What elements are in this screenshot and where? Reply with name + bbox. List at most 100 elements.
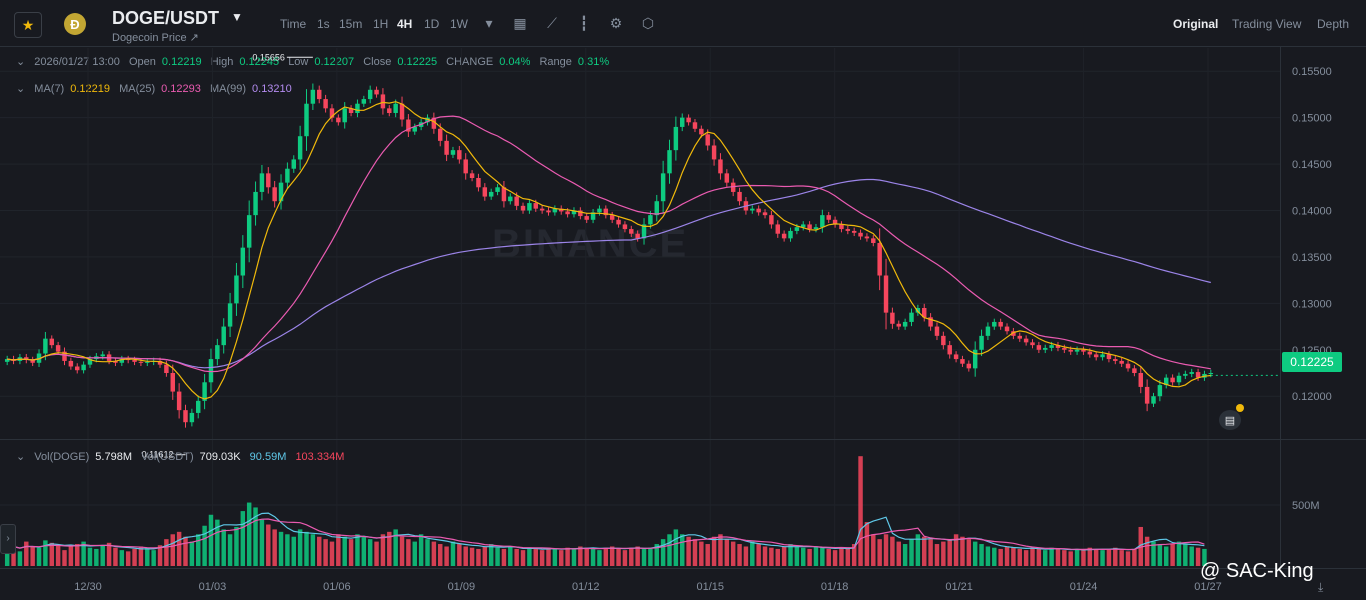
candle-body <box>718 159 723 174</box>
candle-body <box>196 400 201 413</box>
indicator-settings-icon[interactable]: ⚙ <box>609 15 623 31</box>
volume-bar <box>922 536 927 566</box>
volume-bar <box>164 539 169 566</box>
time-tick-label: 01/24 <box>1070 581 1098 593</box>
ohlc-open-label: Open <box>128 56 156 68</box>
volume-bar <box>412 541 417 566</box>
candle-body <box>756 208 761 213</box>
volume-bar <box>387 531 392 566</box>
volume-bar <box>1151 541 1156 566</box>
ma7-label: MA(7) <box>34 83 65 95</box>
chevron-down-icon[interactable]: ▾ <box>485 15 493 31</box>
volume-bar <box>737 544 742 566</box>
volume-bar <box>724 539 730 566</box>
high-annotation-label: 0.15656 <box>252 52 285 62</box>
candle-body <box>1119 360 1124 364</box>
candle-body <box>291 159 296 169</box>
volume-bar <box>348 539 354 566</box>
calendar-icon[interactable]: ▦ <box>513 15 527 31</box>
candles-icon[interactable]: ┇ <box>579 15 589 31</box>
timeframe-15m[interactable]: 15m <box>339 17 363 31</box>
coin-glyph: Ð <box>70 16 80 32</box>
top-bar: ★ Ð DOGE/USDT ▼ Dogecoin Price ↗ Time 1s… <box>0 0 1366 46</box>
candle-body <box>953 354 959 360</box>
candle-body <box>444 140 449 155</box>
pair-title[interactable]: DOGE/USDT <box>112 8 220 28</box>
price-tick-label: 0.14500 <box>1292 159 1332 171</box>
candle-body <box>215 345 220 360</box>
candle-body <box>145 361 150 363</box>
candle-body <box>813 227 819 230</box>
volume-bar <box>393 529 398 566</box>
candle-body <box>941 335 946 346</box>
volume-bar <box>1119 550 1124 566</box>
volume-bar <box>444 546 449 566</box>
volume-bar <box>304 531 309 566</box>
candle-body <box>590 212 596 220</box>
volume-pane-divider[interactable] <box>0 439 1366 440</box>
candle-body <box>1151 396 1156 404</box>
price-axis-divider <box>1280 47 1281 569</box>
volume-bar <box>826 548 831 566</box>
volume-bar <box>915 534 921 566</box>
view-tradingview[interactable]: Trading View <box>1232 17 1302 31</box>
timeframe-1w[interactable]: 1W <box>450 17 468 31</box>
scroll-right-icon[interactable]: ⤓ <box>1318 580 1324 594</box>
gear-icon[interactable]: ⬡ <box>641 15 655 31</box>
ma99-line <box>7 178 1211 369</box>
timeframe-1h[interactable]: 1H <box>373 17 389 31</box>
collapse-chevron-icon[interactable]: ⌄ <box>16 56 26 68</box>
candle-body <box>584 216 589 220</box>
volume-tick-label: 500M <box>1292 500 1320 512</box>
volume-info-line: ⌄ Vol(DOGE) 5.798M Vol(USDT) 709.03K 90.59… <box>16 450 350 463</box>
candle-body <box>667 150 672 174</box>
candle-body <box>329 108 335 118</box>
volume-bar <box>813 546 819 566</box>
volume-bar <box>1036 548 1042 566</box>
volume-bar <box>183 536 188 566</box>
volume-bar <box>406 539 411 566</box>
candle-body <box>877 243 882 276</box>
volume-bar <box>1062 550 1067 566</box>
vol-usdt-label: Vol(USDT) <box>141 451 194 463</box>
pair-subtitle-link[interactable]: Dogecoin Price ↗ <box>112 32 199 44</box>
line-chart-icon[interactable]: ⟋ <box>547 15 557 31</box>
pair-dropdown-caret-icon[interactable]: ▼ <box>231 10 243 24</box>
volume-bar <box>240 511 246 566</box>
favorite-star-icon[interactable]: ★ <box>14 12 42 38</box>
view-depth[interactable]: Depth <box>1317 17 1350 31</box>
candle-body <box>1170 377 1175 383</box>
volume-bar <box>49 542 54 566</box>
volume-bar <box>762 546 768 566</box>
timeframe-time[interactable]: Time <box>280 17 307 31</box>
candle-body <box>794 227 800 231</box>
volume-bar <box>820 547 825 566</box>
timeframe-1s[interactable]: 1s <box>317 17 330 31</box>
candle-body <box>552 208 558 213</box>
timeframe-1d[interactable]: 1D <box>424 17 440 31</box>
candle-body <box>387 108 392 113</box>
candle-body <box>660 173 666 202</box>
volume-bar <box>1125 551 1131 566</box>
volume-bar <box>17 551 23 566</box>
candle-body <box>686 117 691 123</box>
price-tick-label: 0.15000 <box>1292 113 1332 125</box>
volume-bar <box>501 548 507 566</box>
candle-body <box>711 145 717 160</box>
view-original[interactable]: Original <box>1173 17 1219 31</box>
ohlc-datetime: 2026/01/27 13:00 <box>34 56 120 68</box>
ohlc-info-line: ⌄ 2026/01/27 13:00 Open 0.12219 High 0.122… <box>16 55 615 68</box>
volume-bar <box>234 526 239 566</box>
order-book-float-icon[interactable]: ▤ <box>1219 410 1241 430</box>
candle-body <box>425 117 430 123</box>
candle-body <box>1176 375 1182 383</box>
candle-body <box>189 412 195 423</box>
scroll-left-icon[interactable]: › <box>0 524 16 554</box>
volume-bar <box>75 544 80 566</box>
timeframe-4h[interactable]: 4H <box>397 17 413 31</box>
collapse-chevron-icon[interactable]: ⌄ <box>16 451 26 463</box>
collapse-chevron-icon[interactable]: ⌄ <box>16 83 26 95</box>
volume-bar <box>323 539 328 566</box>
volume-bar <box>55 545 61 566</box>
